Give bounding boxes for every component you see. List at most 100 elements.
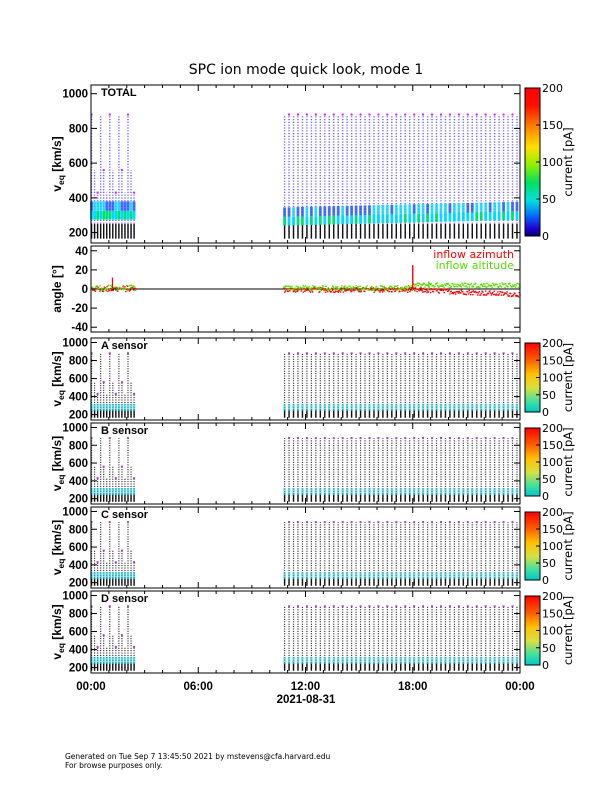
sweep-peak (108, 210, 112, 220)
sweep-top (404, 521, 407, 524)
sweep-top (314, 437, 317, 440)
sweep-top (511, 521, 514, 524)
azimuth-point (447, 289, 450, 292)
sweep-halo (452, 203, 456, 213)
sweep-peak (363, 403, 367, 411)
altitude-point (312, 286, 315, 289)
sweep-top (296, 113, 299, 116)
azimuth-point (111, 289, 114, 291)
sweep-peak (117, 210, 121, 220)
sweep-peak (319, 487, 322, 496)
altitude-point (444, 283, 446, 285)
altitude-point (327, 287, 330, 289)
sweep-peak (488, 571, 492, 580)
altitude-point (459, 284, 462, 286)
azimuth-point (442, 289, 445, 292)
sweep-peak (448, 403, 452, 411)
altitude-point (127, 288, 130, 290)
sweep-top (413, 113, 416, 116)
azimuth-point (360, 290, 362, 293)
sweep-top (466, 352, 469, 355)
y-tick-label: 800 (69, 440, 88, 452)
sweep-peak (471, 656, 474, 664)
sweep-peak (123, 656, 127, 664)
azimuth-point (432, 290, 435, 293)
altitude-point (378, 288, 380, 290)
altitude-point (295, 285, 297, 287)
sweep-peak (350, 487, 353, 496)
azimuth-point (356, 288, 359, 291)
sweep-top (377, 113, 380, 116)
altitude-point (131, 287, 133, 289)
sweep-peak (404, 487, 407, 496)
altitude-point (432, 285, 434, 287)
azimuth-point (99, 290, 101, 292)
sweep-top (314, 113, 317, 116)
altitude-point (129, 284, 132, 287)
sweep-peak (381, 214, 385, 224)
altitude-point (454, 285, 457, 288)
azimuth-point (126, 285, 129, 287)
colorbar-tick-label: 200 (542, 422, 563, 435)
sweep-peak (399, 487, 402, 496)
azimuth-point (447, 290, 449, 293)
sweep-peak (399, 403, 402, 411)
azimuth-point (489, 292, 492, 294)
altitude-point (433, 286, 435, 288)
sweep-peak (287, 216, 291, 226)
sweep-halo (448, 203, 452, 213)
sweep-top (359, 437, 362, 440)
y-tick-label: 1000 (62, 89, 88, 101)
sweep-peak (417, 487, 420, 496)
sweep-peak (301, 216, 304, 226)
azimuth-point (97, 286, 99, 288)
sweep-peak (390, 214, 394, 224)
azimuth-point (289, 290, 291, 292)
altitude-point (351, 287, 354, 289)
altitude-point (118, 288, 120, 290)
sweep-top (484, 521, 487, 524)
sweep-peak (287, 487, 291, 496)
altitude-point (450, 285, 453, 288)
azimuth-point (394, 290, 396, 293)
altitude-point (365, 286, 367, 288)
sweep-peak (471, 487, 474, 496)
sweep-top (323, 113, 326, 116)
altitude-point (510, 284, 512, 287)
sweep-halo (417, 204, 421, 214)
sweep-top (114, 392, 117, 395)
sweep-peak (399, 214, 403, 223)
altitude-point (389, 285, 392, 288)
altitude-point (105, 287, 107, 289)
altitude-point (429, 283, 432, 286)
sweep-peak (511, 656, 514, 664)
sweep-peak (341, 215, 345, 225)
colorbar-tick-label: 0 (542, 230, 549, 243)
sweep-peak (448, 571, 452, 580)
y-axis-label: veq [km/s] (50, 351, 66, 406)
azimuth-point (471, 290, 473, 293)
sweep-peak (305, 216, 309, 226)
altitude-point (435, 283, 438, 285)
altitude-point (345, 286, 347, 289)
sweep-peak (453, 487, 456, 496)
azimuth-point (336, 290, 339, 292)
sweep-peak (323, 403, 327, 411)
colorbar-tick-label: 100 (542, 540, 563, 553)
azimuth-point (444, 289, 447, 291)
azimuth-point (517, 296, 520, 298)
sweep-peak (511, 211, 514, 221)
altitude-point (493, 284, 495, 287)
sweep-peak (359, 215, 362, 224)
azimuth-point (396, 288, 398, 290)
altitude-point (329, 288, 332, 291)
y-tick-label: 200 (69, 228, 88, 240)
azimuth-point (392, 288, 395, 291)
azimuth-point (436, 290, 438, 292)
sweep-peak (399, 656, 402, 664)
sweep-top (502, 113, 505, 116)
altitude-point (487, 285, 489, 288)
sweep-peak (323, 215, 327, 225)
altitude-point (356, 286, 359, 288)
azimuth-point (365, 288, 367, 290)
